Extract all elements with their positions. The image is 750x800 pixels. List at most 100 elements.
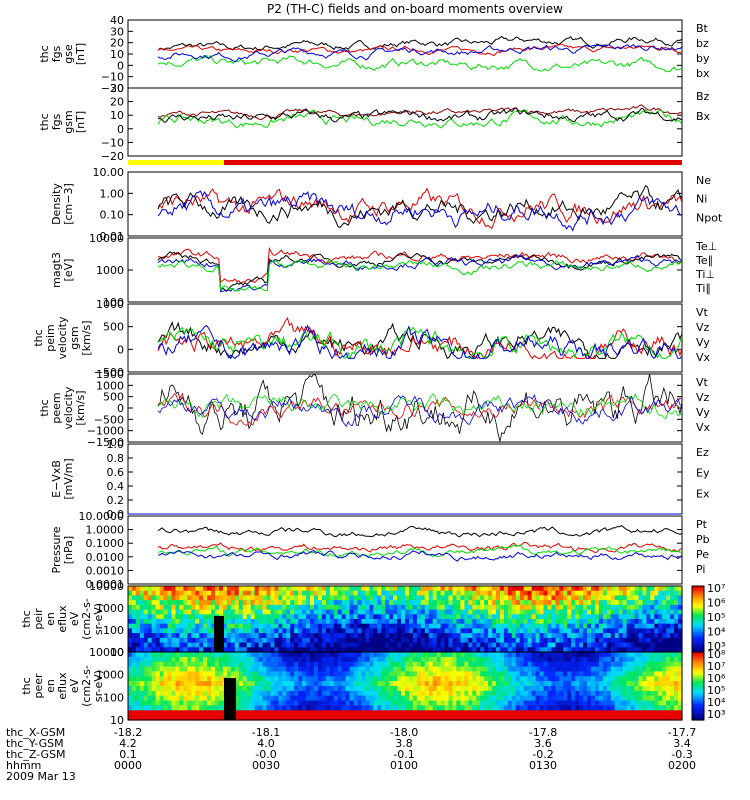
- heat-cell: [444, 590, 450, 596]
- heat-cell: [567, 609, 572, 615]
- heat-cell: [254, 637, 260, 644]
- heat-cell: [424, 590, 430, 596]
- heat-cell: [163, 628, 169, 634]
- heat-cell: [203, 642, 208, 648]
- heat-cell: [171, 586, 177, 592]
- heat-cell: [531, 656, 537, 663]
- heat-cell: [389, 595, 394, 601]
- heat-cell: [159, 637, 165, 644]
- heat-cell: [132, 642, 137, 648]
- heat-cell: [163, 666, 169, 673]
- heat-cell: [337, 619, 343, 625]
- heat-cell: [662, 700, 667, 707]
- heat-cell: [559, 710, 564, 716]
- heat-cell: [321, 586, 327, 592]
- heat-cell: [139, 681, 145, 687]
- heat-cell: [361, 637, 367, 644]
- heat-cell: [409, 590, 414, 596]
- ylabel-peir-eflux-4: eV: [68, 611, 81, 626]
- heat-cell: [405, 666, 410, 673]
- heat-cell: [179, 661, 184, 668]
- heat-cell: [559, 590, 564, 596]
- heat-cell: [203, 681, 208, 687]
- heat-cell: [492, 628, 497, 634]
- heat-cell: [500, 590, 505, 596]
- heat-cell: [230, 590, 236, 596]
- heat-cell: [321, 652, 327, 658]
- heat-cell: [440, 652, 446, 658]
- heat-cell: [238, 637, 244, 644]
- heat-cell: [286, 700, 291, 707]
- heat-cell: [132, 595, 137, 601]
- heat-cell: [361, 633, 367, 639]
- heat-cell: [365, 652, 370, 658]
- heat-cell: [405, 623, 410, 629]
- heat-cell: [626, 633, 632, 639]
- heat-cell: [195, 609, 200, 615]
- heat-cell: [155, 642, 161, 648]
- heat-cell: [440, 590, 446, 596]
- heat-cell: [535, 586, 541, 592]
- heat-cell: [626, 637, 632, 644]
- heat-cell: [238, 700, 244, 707]
- heat-cell: [503, 700, 509, 707]
- heat-cell: [278, 676, 283, 682]
- heat-cell: [678, 656, 683, 663]
- heat-cell: [179, 652, 184, 658]
- heat-cell: [496, 705, 501, 711]
- heat-cell: [638, 633, 644, 639]
- heat-cell: [143, 628, 149, 634]
- heat-cell: [401, 710, 406, 716]
- heat-cell: [452, 586, 458, 592]
- heat-cell: [662, 647, 667, 653]
- heat-cell: [527, 619, 533, 625]
- heat-cell: [539, 619, 545, 625]
- heat-cell: [642, 633, 647, 639]
- heat-cell: [333, 671, 339, 677]
- heat-cell: [377, 676, 382, 682]
- heat-cell: [551, 586, 556, 592]
- heat-cell: [420, 590, 426, 596]
- heat-cell: [286, 666, 291, 673]
- heat-cell: [278, 619, 283, 625]
- heat-cell: [606, 604, 612, 611]
- heat-cell: [511, 633, 517, 639]
- heat-cell: [634, 619, 640, 625]
- heat-cell: [511, 623, 517, 629]
- heat-cell: [345, 700, 351, 707]
- heat-cell: [250, 628, 256, 634]
- heat-cell: [567, 705, 572, 711]
- heat-cell: [614, 656, 620, 663]
- heat-cell: [397, 666, 402, 673]
- heat-cell: [476, 619, 481, 625]
- heat-cell: [361, 690, 367, 697]
- heat-cell: [183, 666, 188, 673]
- heat-cell: [424, 619, 430, 625]
- heat-cell: [670, 586, 675, 592]
- heat-cell: [440, 623, 446, 629]
- heat-cell: [270, 666, 276, 673]
- heat-cell: [515, 623, 521, 629]
- heat-cell: [666, 609, 671, 615]
- heat-cell: [594, 695, 600, 702]
- series-fgs-gsm-0: [157, 104, 683, 121]
- heat-cell: [543, 700, 549, 707]
- colorbar-cell: [692, 621, 704, 624]
- heat-cell: [195, 637, 200, 644]
- heat-cell: [634, 647, 640, 653]
- heat-cell: [223, 666, 228, 673]
- heat-cell: [456, 628, 461, 634]
- heat-cell: [175, 690, 181, 697]
- heat-cell: [598, 695, 604, 702]
- heat-cell: [618, 619, 624, 625]
- heat-cell: [658, 628, 663, 634]
- footer-y_gsm-3: 3.6: [534, 737, 552, 750]
- heat-cell: [492, 600, 497, 606]
- heat-cell: [349, 666, 355, 673]
- heat-cell: [286, 656, 291, 663]
- heat-cell: [238, 661, 244, 668]
- heat-cell: [420, 695, 426, 702]
- heat-cell: [155, 623, 161, 629]
- heat-cell: [373, 690, 378, 697]
